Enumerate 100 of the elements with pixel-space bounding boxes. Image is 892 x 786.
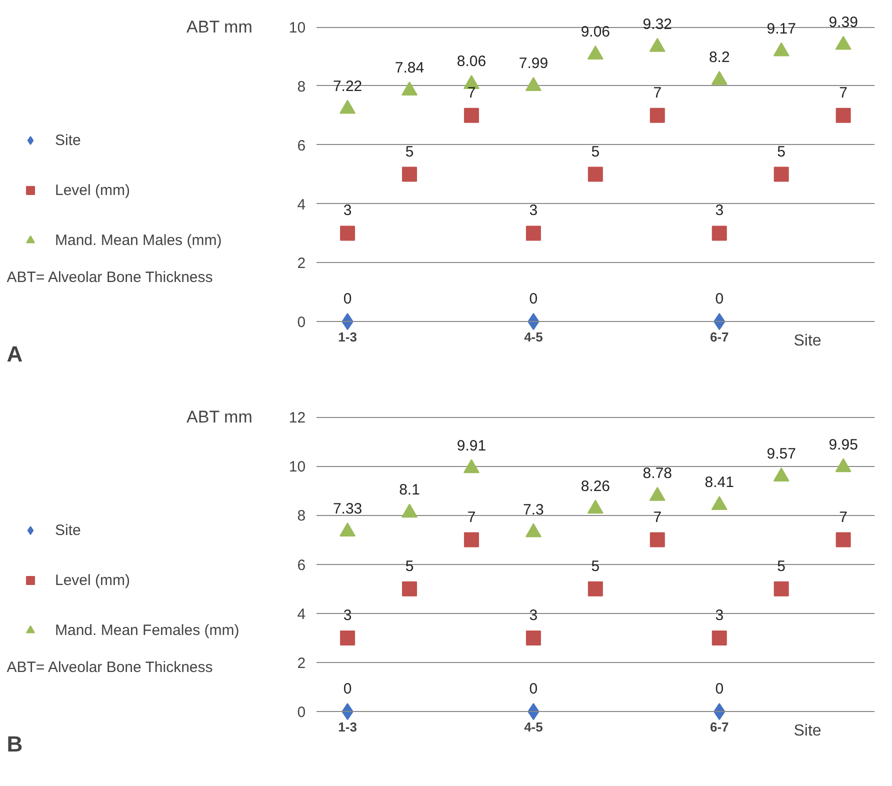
legend-label: Site bbox=[55, 522, 81, 538]
x-tick-label: 4-5 bbox=[524, 330, 543, 345]
data-label: 7.33 bbox=[332, 500, 362, 518]
data-label: 0 bbox=[715, 290, 724, 308]
y-axis-title: ABT mm bbox=[186, 408, 252, 427]
data-label: 7 bbox=[467, 508, 476, 526]
data-label: 0 bbox=[529, 680, 538, 698]
text: B bbox=[6, 732, 23, 757]
data-label: 3 bbox=[529, 606, 538, 624]
point bbox=[712, 630, 727, 646]
data-label: 0 bbox=[343, 290, 352, 308]
data-label: 3 bbox=[715, 606, 724, 624]
point bbox=[712, 226, 727, 241]
point bbox=[836, 108, 851, 123]
x-tick-label: 6-7 bbox=[710, 720, 729, 735]
data-label: 0 bbox=[715, 680, 724, 698]
x-tick-label: 4-5 bbox=[524, 720, 543, 735]
point bbox=[340, 630, 356, 646]
data-label: 7 bbox=[839, 84, 848, 102]
data-label: 7 bbox=[653, 84, 662, 102]
text: A bbox=[6, 342, 23, 367]
point bbox=[836, 532, 851, 548]
data-label: 9.32 bbox=[642, 16, 672, 34]
data-label: 5 bbox=[591, 558, 600, 575]
data-label: 9.57 bbox=[766, 446, 796, 463]
data-label: 7.3 bbox=[523, 501, 544, 518]
data-label: 8.26 bbox=[580, 478, 610, 495]
data-label: 3 bbox=[715, 202, 724, 220]
data-label: 7.84 bbox=[394, 60, 424, 77]
point bbox=[835, 36, 852, 50]
point bbox=[464, 532, 479, 548]
point bbox=[402, 581, 418, 596]
data-label: 0 bbox=[529, 290, 538, 308]
legend-label: Mand. Mean Females (mm) bbox=[55, 622, 240, 638]
point bbox=[463, 459, 480, 474]
point bbox=[340, 522, 356, 536]
y-tick-label: 0 bbox=[297, 704, 306, 722]
point bbox=[463, 75, 480, 89]
data-label: 7 bbox=[839, 508, 848, 526]
data-label: 3 bbox=[343, 606, 352, 624]
point bbox=[588, 166, 603, 182]
data-label: 9.06 bbox=[580, 24, 610, 41]
y-tick-label: 10 bbox=[288, 458, 306, 476]
data-label: 7.22 bbox=[332, 78, 362, 95]
point bbox=[402, 504, 418, 518]
point bbox=[711, 496, 728, 510]
point bbox=[774, 166, 789, 182]
point bbox=[773, 42, 790, 56]
data-label: 7.99 bbox=[518, 55, 548, 72]
y-tick-label: 4 bbox=[297, 606, 306, 623]
legend-label: Level (mm) bbox=[55, 572, 130, 588]
y-tick-label: 6 bbox=[297, 137, 306, 154]
data-label: 3 bbox=[529, 202, 538, 220]
point bbox=[402, 81, 418, 96]
point bbox=[649, 38, 666, 52]
x-tick-label: 1-3 bbox=[338, 720, 357, 735]
data-label: 8.78 bbox=[642, 465, 672, 482]
data-label: 9.91 bbox=[456, 437, 486, 454]
data-label: 0 bbox=[343, 680, 352, 698]
data-label: 8.06 bbox=[456, 53, 486, 70]
point bbox=[774, 581, 789, 596]
point bbox=[588, 581, 603, 596]
data-label: 3 bbox=[343, 202, 352, 220]
point bbox=[649, 486, 666, 501]
point bbox=[525, 77, 542, 92]
point bbox=[526, 226, 541, 241]
x-axis-title: Site bbox=[794, 332, 822, 350]
text: ABT= Alveolar Bone Thickness bbox=[6, 269, 213, 286]
y-axis-title: ABT mm bbox=[186, 18, 252, 37]
x-tick-label: 6-7 bbox=[710, 330, 729, 345]
legend-label: Mand. Mean Males (mm) bbox=[55, 232, 222, 248]
x-axis-title: Site bbox=[794, 722, 822, 740]
y-tick-label: 6 bbox=[297, 556, 306, 574]
point bbox=[464, 108, 479, 123]
point bbox=[650, 108, 665, 123]
point bbox=[835, 458, 852, 472]
data-label: 7 bbox=[653, 508, 662, 526]
y-tick-label: 2 bbox=[297, 255, 306, 272]
data-label: 8.1 bbox=[399, 482, 420, 499]
point bbox=[650, 532, 665, 548]
data-label: 5 bbox=[777, 143, 786, 160]
data-label: 9.17 bbox=[766, 20, 796, 38]
point bbox=[340, 100, 356, 114]
data-label: 9.39 bbox=[828, 14, 858, 31]
x-tick-label: 1-3 bbox=[338, 330, 357, 345]
legend-label: Level (mm) bbox=[55, 182, 130, 198]
data-label: 5 bbox=[777, 558, 786, 575]
y-tick-label: 8 bbox=[297, 508, 306, 525]
y-tick-label: 8 bbox=[297, 78, 306, 96]
point bbox=[340, 226, 356, 241]
y-tick-label: 10 bbox=[288, 20, 306, 37]
data-label: 9.95 bbox=[828, 436, 858, 454]
point bbox=[587, 46, 604, 60]
text: ABT= Alveolar Bone Thickness bbox=[6, 659, 213, 676]
point bbox=[525, 523, 542, 538]
data-label: 8.41 bbox=[704, 474, 734, 492]
point bbox=[526, 630, 541, 646]
data-label: 7 bbox=[467, 84, 476, 102]
data-label: 5 bbox=[405, 558, 414, 575]
y-tick-label: 4 bbox=[297, 196, 306, 214]
